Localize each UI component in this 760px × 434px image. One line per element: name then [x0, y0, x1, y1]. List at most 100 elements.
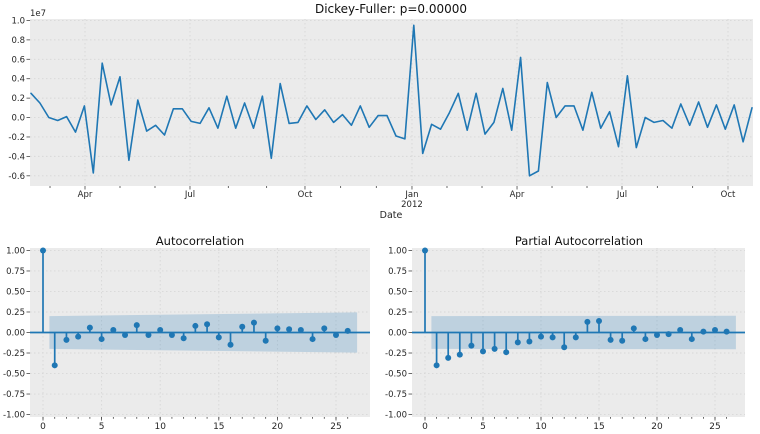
stem-marker — [445, 354, 452, 361]
y-tick-label: -0.50 — [385, 370, 407, 380]
x-tick-label: 0 — [422, 422, 428, 432]
x-tick-label: 15 — [213, 422, 224, 432]
y-tick-label: -0.25 — [385, 349, 407, 359]
timeseries-plot-area: 1.0 0.8 0.6 0.4 0.2 0.0 -0.2 -0.4 -0.6 Apr Jul Oct J… — [8, 16, 753, 210]
timeseries-title: Dickey-Fuller: p=0.00000 — [315, 2, 467, 16]
y-tick-label: 0.75 — [388, 267, 407, 277]
stem-marker — [133, 322, 140, 329]
stem-marker — [344, 327, 351, 334]
x-tick-label: 20 — [651, 422, 663, 432]
stem-marker — [145, 331, 152, 338]
stem-marker — [204, 321, 211, 328]
stem-marker — [584, 318, 591, 325]
stem-marker — [688, 336, 695, 343]
y-tick-label: -0.75 — [3, 390, 25, 400]
stem-marker — [456, 351, 463, 358]
timeseries-chart: 1.0 0.8 0.6 0.4 0.2 0.0 -0.2 -0.4 -0.6 Apr Jul Oct J… — [8, 2, 753, 221]
stem-marker — [157, 327, 164, 334]
x-tick-label: Jan — [404, 190, 418, 200]
stem-marker — [665, 331, 672, 338]
stem-marker — [262, 337, 269, 344]
stem-marker — [514, 339, 521, 346]
stem-marker — [215, 334, 222, 341]
stem-marker — [297, 327, 304, 334]
y-tick-label: 0.00 — [6, 329, 25, 339]
stem-marker — [286, 326, 293, 333]
x-tick-label: 25 — [709, 422, 720, 432]
x-tick-label: 0 — [40, 422, 46, 432]
x-tick-label: 5 — [99, 422, 105, 432]
stem-marker — [538, 333, 544, 340]
y-tick-label: 0.25 — [388, 308, 407, 318]
stem-marker — [654, 331, 660, 338]
y-tick-label: 0.8 — [11, 36, 25, 46]
y-tick-label: 0.00 — [388, 329, 407, 339]
stem-marker — [561, 344, 568, 351]
stem-marker — [572, 334, 579, 341]
acf-plot-area: 1.00 0.75 0.50 0.25 0.00 -0.25 -0.50 -0.75 -1.00… — [3, 246, 370, 432]
stem-marker — [526, 338, 533, 345]
stem-marker — [122, 331, 129, 338]
stem-marker — [192, 322, 199, 329]
stem-marker — [321, 325, 328, 332]
y-tick-label: 0.0 — [11, 114, 25, 124]
y-tick-label: -1.00 — [385, 411, 407, 421]
y-tick-label: 1.0 — [11, 16, 25, 26]
plot-background — [30, 19, 753, 186]
y-tick-label: 0.50 — [388, 287, 407, 297]
stem-marker — [619, 337, 626, 344]
stems — [40, 247, 351, 369]
stem-marker — [239, 323, 246, 330]
stem-marker — [98, 336, 105, 343]
timeseries-line — [30, 24, 753, 177]
x-tick-label: Apr — [510, 190, 525, 200]
acf-chart: 1.00 0.75 0.50 0.25 0.00 -0.25 -0.50 -0.75 -1.00… — [3, 235, 370, 432]
stems — [422, 247, 730, 369]
stem-marker — [333, 331, 339, 338]
y-tick-label: 0.75 — [6, 267, 25, 277]
y-tick-label: -0.4 — [8, 152, 25, 162]
x-tick-label: 10 — [535, 422, 547, 432]
stem-marker — [433, 362, 440, 369]
stem-marker — [677, 327, 684, 334]
y-tick-label: -1.00 — [3, 411, 25, 421]
x-tick-label: Oct — [721, 190, 736, 200]
stem-marker — [250, 319, 257, 326]
stem-marker — [422, 247, 428, 254]
stem-marker — [549, 334, 556, 341]
stem-marker — [63, 336, 70, 343]
stem-marker — [607, 336, 614, 343]
y-tick-label: 1.00 — [388, 246, 407, 256]
x-tick-label: Jul — [616, 190, 627, 200]
stem-marker — [712, 327, 718, 334]
x-axis-label-date: Date — [380, 210, 403, 221]
stem-marker — [491, 345, 498, 352]
x-tick-label: Oct — [298, 190, 313, 200]
y-tick-label: 0.4 — [11, 75, 25, 85]
stem-marker — [630, 325, 637, 332]
pacf-plot-area: 1.00 0.75 0.50 0.25 0.00 -0.25 -0.50 -0.75 -1.00… — [385, 246, 745, 432]
y-tick-label: 1.00 — [6, 246, 25, 256]
x-tick-label: 10 — [154, 422, 166, 432]
x-tick-label: 5 — [480, 422, 486, 432]
stem-marker — [180, 335, 187, 342]
stem-marker — [86, 324, 93, 331]
pacf-title: Partial Autocorrelation — [515, 235, 643, 248]
y-tick-label: -0.25 — [3, 349, 25, 359]
x-tick-label: 20 — [272, 422, 284, 432]
grid — [30, 19, 753, 186]
acf-title: Autocorrelation — [156, 235, 244, 248]
y-tick-label: -0.2 — [8, 133, 25, 143]
stem-marker — [110, 327, 117, 334]
y-axis-offset-label: 1e7 — [30, 9, 46, 19]
y-tick-label: 0.2 — [11, 94, 25, 104]
y-tick-label: -0.6 — [8, 172, 25, 182]
stem-marker — [40, 247, 46, 254]
stem-marker — [503, 349, 510, 356]
y-tick-label: -0.50 — [3, 370, 25, 380]
y-tick-label: 0.50 — [6, 287, 25, 297]
stem-marker — [480, 348, 486, 355]
stem-marker — [227, 341, 234, 348]
x-tick-label: 25 — [330, 422, 341, 432]
